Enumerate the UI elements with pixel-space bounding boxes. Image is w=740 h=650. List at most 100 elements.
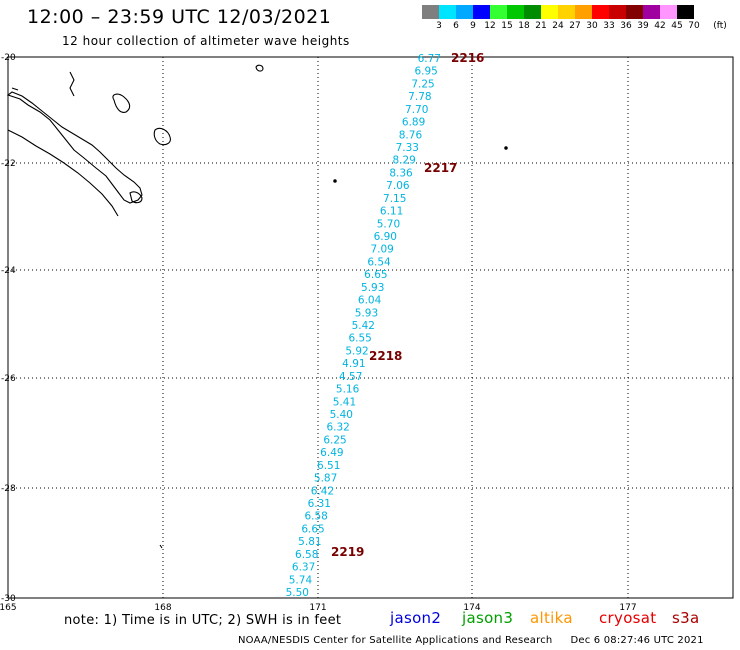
color-swatch	[507, 5, 524, 19]
wave-height-label: 5.93	[355, 307, 378, 319]
color-swatch	[626, 5, 643, 19]
color-swatch	[558, 5, 575, 19]
wave-height-label: 6.32	[326, 422, 349, 434]
longitude-label: 177	[619, 603, 636, 613]
wave-height-label: 6.11	[380, 206, 403, 218]
wave-height-label: 7.06	[386, 180, 410, 192]
color-swatch	[456, 5, 473, 19]
wave-height-label: 5.92	[345, 345, 368, 357]
wave-height-label: 7.33	[396, 142, 419, 154]
wave-height-label: 5.93	[361, 282, 384, 294]
wave-height-label: 6.89	[402, 117, 425, 129]
wave-height-label: 6.51	[317, 460, 340, 472]
color-scale-tick-label: 15	[501, 21, 513, 31]
wave-height-label: 6.54	[367, 256, 391, 268]
wave-height-label: 5.40	[330, 409, 353, 421]
wave-height-label: 5.87	[314, 473, 337, 485]
wave-height-label: 5.42	[352, 320, 375, 332]
islet-marker	[504, 146, 508, 150]
wave-height-label: 5.81	[298, 536, 321, 548]
wave-height-label: 6.65	[364, 269, 387, 281]
map-title: 12:00 – 23:59 UTC 12/03/2021	[27, 6, 332, 28]
color-scale-tick-label: 27	[569, 21, 581, 31]
loyalty-island-mare	[129, 191, 143, 204]
belep-islet	[11, 87, 19, 91]
islet-marker	[159, 544, 163, 549]
satellite-legend-item: s3a	[672, 609, 700, 627]
map-subtitle: 12 hour collection of altimeter wave hei…	[62, 34, 350, 48]
pass-time-label: 2217	[424, 161, 457, 175]
wave-height-label: 6.77	[418, 53, 441, 65]
color-swatch	[592, 5, 609, 19]
map-frame	[7, 56, 734, 599]
longitude-label: 168	[154, 603, 171, 613]
loyalty-island-ouvea	[112, 93, 131, 113]
wave-height-label: 6.49	[320, 447, 343, 459]
satellite-legend-item: jason2	[390, 609, 442, 627]
color-swatch	[490, 5, 507, 19]
wave-height-label: 8.36	[389, 167, 413, 179]
wave-height-label: 6.95	[414, 66, 437, 78]
color-scale-tick-label: 12	[484, 21, 496, 31]
wave-height-label: 4.91	[342, 358, 365, 370]
latitude-label: -24	[1, 266, 16, 276]
satellite-track: 6.776.957.257.787.706.898.767.338.298.36…	[286, 51, 485, 599]
wave-height-label: 8.76	[399, 129, 423, 141]
wave-height-label: 5.41	[333, 396, 356, 408]
latitude-label: -28	[1, 484, 16, 494]
timestamp-text: Dec 6 08:27:46 UTC 2021	[570, 635, 704, 646]
color-scale-tick-label: 39	[637, 21, 649, 31]
wave-height-label: 5.74	[289, 574, 313, 586]
note-text: note: 1) Time is in UTC; 2) SWH is in fe…	[64, 613, 342, 628]
color-swatch	[541, 5, 558, 19]
coastline	[6, 64, 508, 549]
wave-height-label: 4.57	[339, 371, 362, 383]
wave-height-label: 7.25	[411, 78, 434, 90]
latitude-label: -20	[1, 53, 16, 63]
color-scale-tick-label: 3	[436, 21, 442, 31]
latitude-label: -26	[1, 374, 16, 384]
color-scale-tick-label: 36	[620, 21, 632, 31]
wave-height-label: 7.70	[405, 104, 428, 116]
wave-height-label: 6.25	[323, 434, 346, 446]
color-scale-legend: 3 6 9 12 15 18 21 24 27 30 33 36 39 42 45 70 (ft)	[422, 5, 727, 31]
color-scale-tick-label: 70	[688, 21, 700, 31]
color-scale-tick-label: 33	[603, 21, 615, 31]
loyalty-island-lifou	[153, 127, 171, 146]
color-scale-tick-label: 30	[586, 21, 598, 31]
wave-height-label: 7.78	[408, 91, 431, 103]
wave-height-label: 6.31	[308, 498, 331, 510]
chesterfield-islets	[69, 71, 75, 97]
color-scale-tick-label: 9	[470, 21, 476, 31]
walpole-island	[255, 64, 264, 72]
wave-height-label: 6.58	[295, 549, 318, 561]
color-scale-swatches	[422, 5, 694, 19]
islet-marker	[333, 179, 337, 183]
wave-height-label: 6.55	[348, 333, 371, 345]
color-scale-tick-label: 42	[654, 21, 666, 31]
credit-text: NOAA/NESDIS Center for Satellite Applica…	[238, 635, 553, 646]
satellite-legend-item: cryosat	[599, 609, 657, 627]
wave-height-label: 6.04	[358, 295, 382, 307]
latitude-label: -22	[1, 159, 16, 169]
wave-height-label: 5.50	[286, 587, 309, 599]
wave-height-label: 8.29	[392, 155, 415, 167]
longitude-label: 165	[0, 603, 17, 613]
color-scale-tick-label: 21	[535, 21, 547, 31]
color-scale-tick-label: 24	[552, 21, 564, 31]
new-caledonia-coastline	[6, 91, 143, 204]
pass-time-label: 2216	[451, 51, 484, 65]
color-swatch	[575, 5, 592, 19]
wave-height-label: 7.09	[370, 244, 393, 256]
latitude-label: -30	[1, 594, 16, 604]
color-scale-tick-label: 6	[453, 21, 459, 31]
wave-height-label: 6.58	[304, 511, 327, 523]
longitude-label: 171	[309, 603, 326, 613]
wave-height-label: 6.65	[301, 523, 324, 535]
footer-credit: NOAA/NESDIS Center for Satellite Applica…	[238, 635, 704, 646]
color-scale-labels: 3 6 9 12 15 18 21 24 27 30 33 36 39 42 45 70 (ft)	[422, 21, 740, 35]
color-swatch	[439, 5, 456, 19]
color-scale-unit-label: (ft)	[713, 21, 727, 31]
satellite-legend-item: jason3	[462, 609, 514, 627]
